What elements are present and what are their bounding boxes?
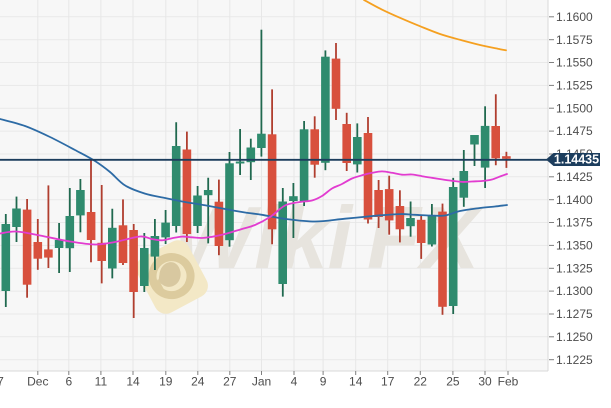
svg-text:27: 27 <box>223 375 237 389</box>
svg-text:1.1325: 1.1325 <box>556 261 593 275</box>
svg-text:Feb: Feb <box>498 375 519 389</box>
svg-text:17: 17 <box>381 375 395 389</box>
svg-text:4: 4 <box>291 375 298 389</box>
svg-text:FX: FX <box>367 188 485 287</box>
svg-text:1.1475: 1.1475 <box>556 124 593 138</box>
svg-text:19: 19 <box>159 375 173 389</box>
svg-text:25: 25 <box>446 375 460 389</box>
svg-text:1.1350: 1.1350 <box>556 239 593 253</box>
svg-text:1.1500: 1.1500 <box>556 101 593 115</box>
svg-text:1.1425: 1.1425 <box>556 170 593 184</box>
svg-text:1.1300: 1.1300 <box>556 284 593 298</box>
svg-text:1.1275: 1.1275 <box>556 307 593 321</box>
svg-text:22: 22 <box>414 375 428 389</box>
svg-text:9: 9 <box>320 375 327 389</box>
svg-text:1.1225: 1.1225 <box>556 353 593 367</box>
svg-text:1.1525: 1.1525 <box>556 79 593 93</box>
svg-text:7: 7 <box>0 375 4 389</box>
svg-text:11: 11 <box>95 375 108 389</box>
svg-text:1.1600: 1.1600 <box>556 10 593 24</box>
svg-text:6: 6 <box>65 375 72 389</box>
svg-text:1.14435: 1.14435 <box>554 152 599 166</box>
svg-text:30: 30 <box>478 375 492 389</box>
svg-text:Jan: Jan <box>252 375 271 389</box>
svg-text:24: 24 <box>191 375 205 389</box>
svg-text:1.1400: 1.1400 <box>556 193 593 207</box>
svg-text:14: 14 <box>126 375 140 389</box>
svg-text:1.1375: 1.1375 <box>556 216 593 230</box>
svg-text:1.1250: 1.1250 <box>556 330 593 344</box>
svg-text:1.1550: 1.1550 <box>556 56 593 70</box>
svg-text:1.1575: 1.1575 <box>556 33 593 47</box>
svg-text:14: 14 <box>349 375 363 389</box>
svg-text:Dec: Dec <box>27 375 48 389</box>
